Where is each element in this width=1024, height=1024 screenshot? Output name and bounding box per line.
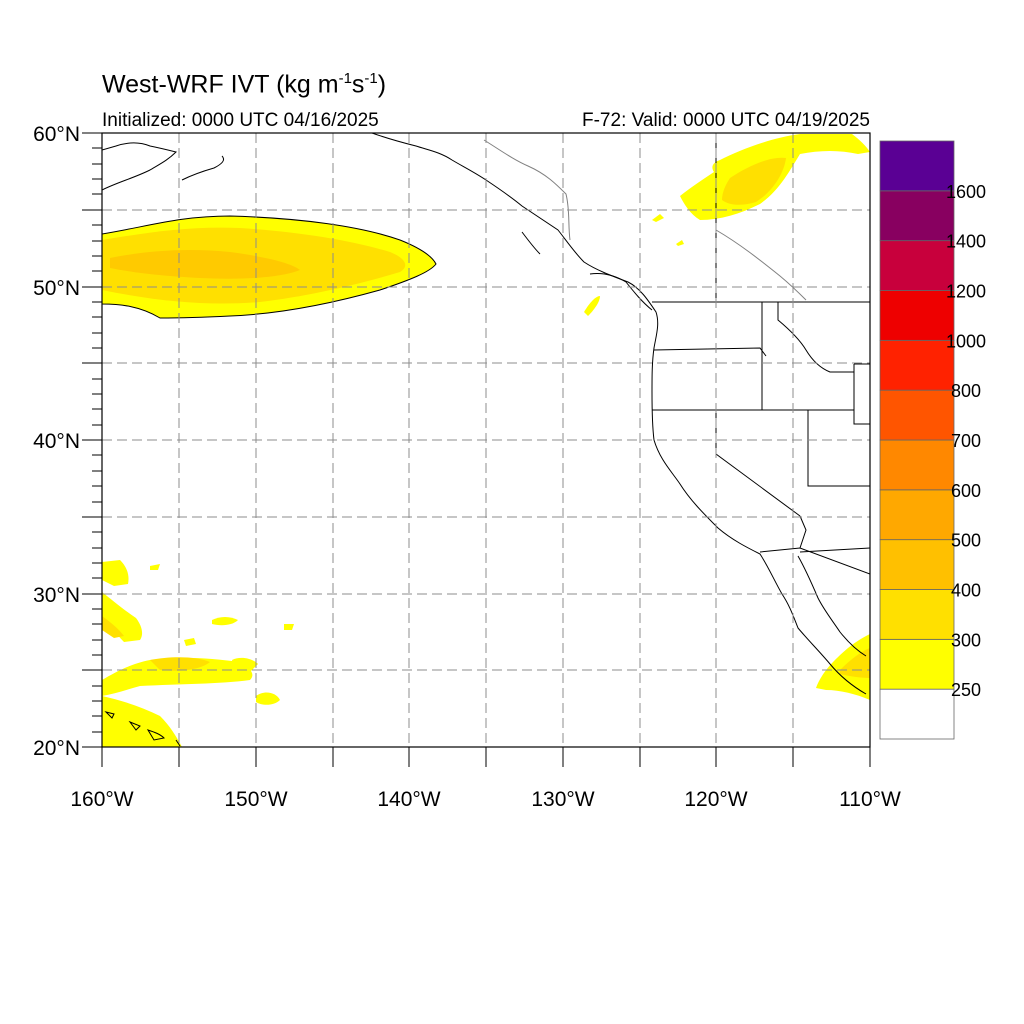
colorbar-segment xyxy=(879,339,955,391)
colorbar-segment xyxy=(879,190,955,242)
colorbar-segment xyxy=(879,439,955,491)
colorbar-label: 250 xyxy=(951,680,981,700)
y-tick-labels: 20°N 30°N 40°N 50°N 60°N xyxy=(33,123,80,760)
grid-lines xyxy=(102,133,870,747)
map-title: West-WRF IVT (kg m-1s-1) xyxy=(102,70,387,99)
y-tick-label: 40°N xyxy=(33,430,80,453)
colorbar-segment xyxy=(879,290,955,341)
colorbar-label: 1200 xyxy=(946,282,986,302)
ivt-patches-hawaii xyxy=(102,560,294,747)
x-tick-label: 160°W xyxy=(70,788,133,811)
colorbar-segment xyxy=(879,140,955,192)
x-tick-label: 110°W xyxy=(839,788,901,811)
y-tick-label: 60°N xyxy=(33,123,80,146)
colorbar-segment xyxy=(879,539,955,590)
x-tick-label: 120°W xyxy=(684,788,747,811)
x-tick-labels: 160°W 150°W 140°W 130°W 120°W 110°W xyxy=(70,788,901,811)
x-tick-label: 150°W xyxy=(224,788,287,811)
colorbar-label: 1600 xyxy=(946,182,986,202)
colorbar-segment xyxy=(879,240,955,291)
colorbar-label: 1000 xyxy=(946,331,986,351)
x-tick-label: 130°W xyxy=(531,788,594,811)
ivt-patches-pacific-nw xyxy=(584,214,684,316)
axis-ticks xyxy=(82,132,871,767)
colorbar-label: 500 xyxy=(951,531,981,551)
map-area xyxy=(102,133,870,747)
ivt-patch-mexico xyxy=(816,634,870,700)
colorbar-segment xyxy=(879,589,955,640)
colorbar-segment xyxy=(879,489,955,541)
ivt-plume-canada xyxy=(680,134,870,220)
y-tick-label: 30°N xyxy=(33,584,80,607)
valid-time-label: F-72: Valid: 0000 UTC 04/19/2025 xyxy=(582,110,870,131)
axis-minor-ticks xyxy=(92,147,102,733)
colorbar-label: 400 xyxy=(951,581,981,601)
colorbar-label: 600 xyxy=(951,481,981,501)
colorbar-segment xyxy=(879,688,955,740)
initialized-label: Initialized: 0000 UTC 04/16/2025 xyxy=(102,110,379,131)
colorbar-label: 1400 xyxy=(946,232,986,252)
ivt-plume-north-pacific xyxy=(102,215,437,319)
y-tick-label: 20°N xyxy=(33,737,80,760)
colorbar: 250 300 400 500 600 700 800 1000 1200 1400 1600 xyxy=(879,140,986,740)
colorbar-label: 800 xyxy=(951,381,981,401)
colorbar-label: 300 xyxy=(951,630,981,650)
canada-border xyxy=(483,139,807,301)
colorbar-segment xyxy=(879,389,955,441)
colorbar-segment xyxy=(879,638,955,690)
x-tick-label: 140°W xyxy=(377,788,440,811)
colorbar-label: 700 xyxy=(951,431,981,451)
y-tick-label: 50°N xyxy=(33,277,80,300)
